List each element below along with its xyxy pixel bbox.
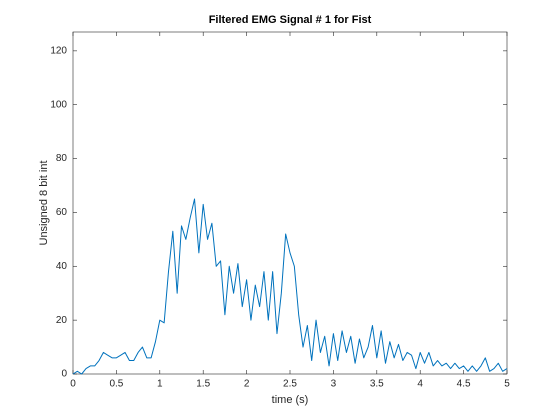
y-tick-label: 0	[61, 369, 67, 380]
x-tick-label: 1.5	[196, 379, 210, 390]
y-tick-label: 100	[50, 99, 67, 110]
x-tick-label: 5	[504, 379, 510, 390]
x-tick-label: 3.5	[370, 379, 384, 390]
x-tick-label: 0.5	[109, 379, 123, 390]
x-tick-label: 0	[70, 379, 76, 390]
y-tick-label: 80	[56, 153, 68, 164]
x-tick-label: 1	[157, 379, 163, 390]
x-tick-label: 3	[331, 379, 337, 390]
x-axis-label: time (s)	[272, 394, 309, 406]
y-tick-label: 60	[56, 207, 68, 218]
chart-title: Filtered EMG Signal # 1 for Fist	[209, 14, 372, 26]
y-tick-label: 40	[56, 261, 68, 272]
y-axis-label: Unsigned 8 bit int	[38, 161, 50, 246]
x-tick-label: 4	[417, 379, 423, 390]
x-tick-label: 2	[244, 379, 250, 390]
axes-box	[72, 31, 508, 375]
y-tick-label: 120	[50, 45, 67, 56]
y-tick-label: 20	[56, 315, 68, 326]
x-tick-label: 2.5	[283, 379, 297, 390]
signal-line	[72, 198, 508, 375]
x-tick-label: 4.5	[457, 379, 471, 390]
